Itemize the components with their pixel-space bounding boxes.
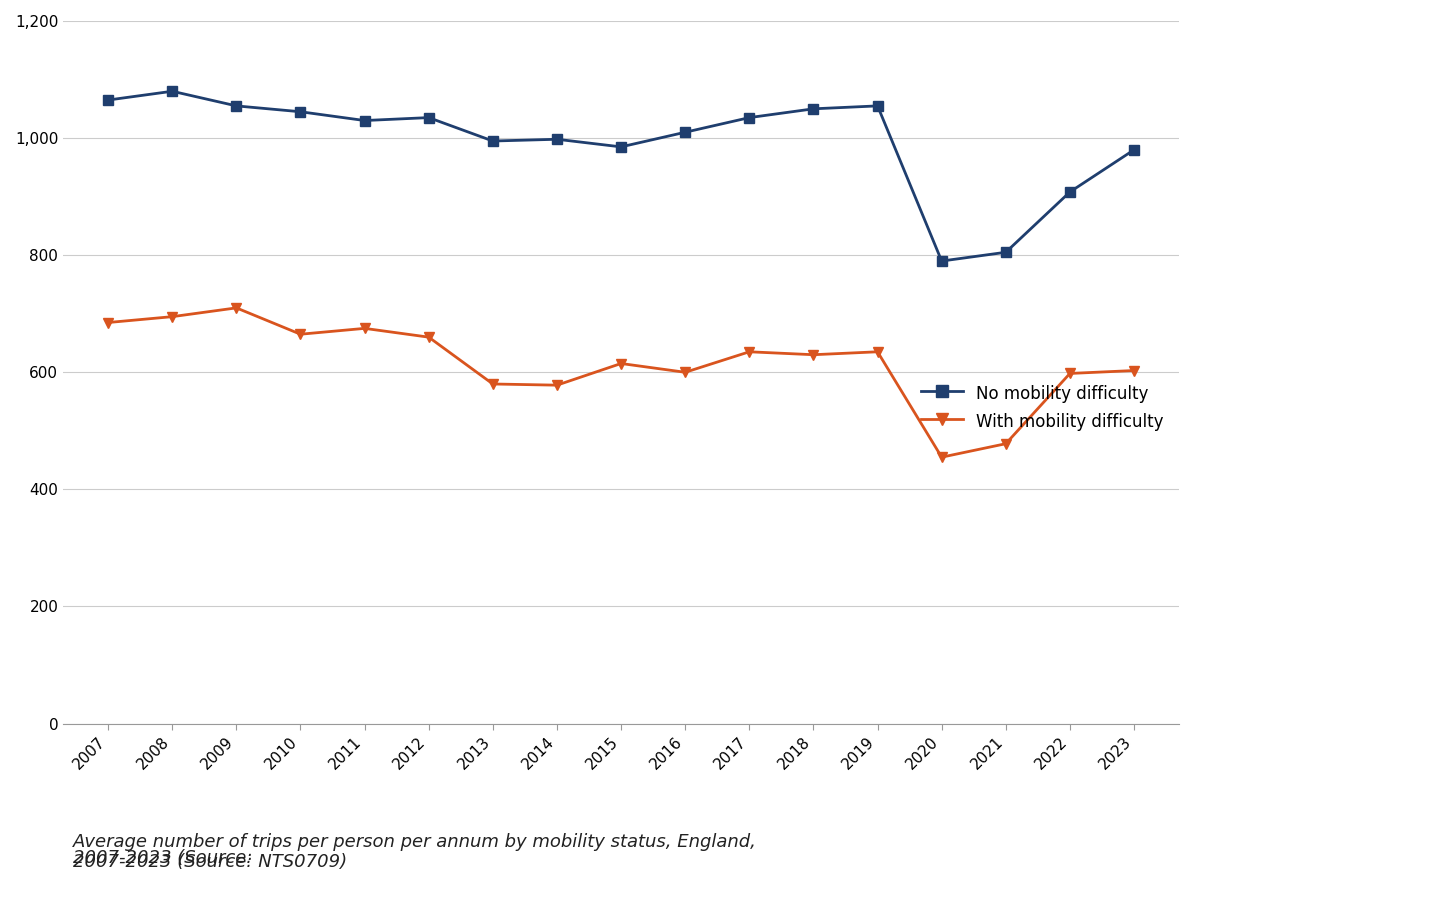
- With mobility difficulty: [355, 323, 373, 334]
- Text: 2007-2023 (Source:: 2007-2023 (Source:: [73, 849, 258, 867]
- No mobility difficulty: [1125, 145, 1143, 156]
- With mobility difficulty: [677, 367, 695, 378]
- With mobility difficulty: [741, 346, 759, 357]
- No mobility difficulty: [291, 106, 309, 117]
- No mobility difficulty: [741, 113, 759, 124]
- With mobility difficulty: [933, 452, 951, 463]
- No mobility difficulty: [997, 247, 1015, 258]
- With mobility difficulty: [227, 302, 245, 313]
- With mobility difficulty: [291, 328, 309, 339]
- With mobility difficulty: [613, 358, 630, 369]
- No mobility difficulty: [677, 127, 695, 138]
- With mobility difficulty: [549, 380, 566, 391]
- Line: With mobility difficulty: With mobility difficulty: [103, 303, 1139, 462]
- No mobility difficulty: [549, 134, 566, 145]
- With mobility difficulty: [1125, 365, 1143, 376]
- With mobility difficulty: [805, 350, 823, 361]
- No mobility difficulty: [1061, 187, 1079, 198]
- No mobility difficulty: [933, 255, 951, 266]
- No mobility difficulty: [613, 142, 630, 153]
- With mobility difficulty: [483, 379, 501, 390]
- With mobility difficulty: [99, 317, 116, 328]
- No mobility difficulty: [869, 101, 887, 112]
- With mobility difficulty: [997, 438, 1015, 449]
- With mobility difficulty: [1061, 368, 1079, 379]
- No mobility difficulty: [483, 135, 501, 146]
- Text: Average number of trips per person per annum by mobility status, England,
2007-2: Average number of trips per person per a…: [73, 833, 757, 871]
- No mobility difficulty: [355, 115, 373, 126]
- Legend: No mobility difficulty, With mobility difficulty: No mobility difficulty, With mobility di…: [914, 376, 1171, 438]
- With mobility difficulty: [869, 346, 887, 357]
- No mobility difficulty: [99, 94, 116, 105]
- No mobility difficulty: [227, 101, 245, 112]
- No mobility difficulty: [805, 103, 823, 114]
- Line: No mobility difficulty: No mobility difficulty: [103, 86, 1139, 266]
- With mobility difficulty: [163, 311, 181, 322]
- With mobility difficulty: [419, 331, 437, 342]
- No mobility difficulty: [419, 113, 437, 124]
- No mobility difficulty: [163, 86, 181, 97]
